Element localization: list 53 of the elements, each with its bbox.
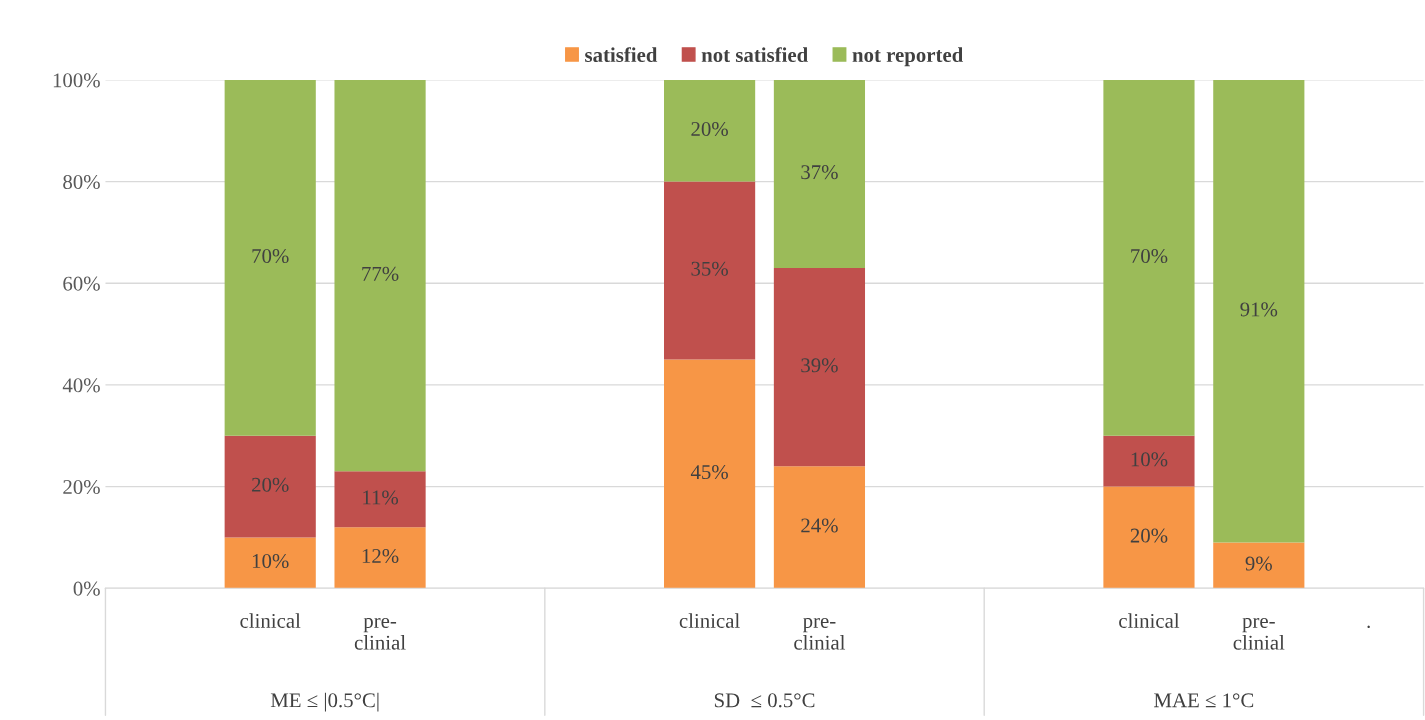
data-label: 10%	[1131, 452, 1168, 467]
data-label: 70%	[252, 248, 289, 264]
text: ME ≤ |0.5°C|	[270, 692, 379, 712]
bar	[334, 79, 426, 472]
data-label: 20%	[1130, 528, 1168, 543]
x-tick-label: clinical	[240, 613, 301, 628]
bar	[664, 181, 756, 360]
bar	[334, 527, 426, 589]
data-label: 35%	[691, 261, 728, 276]
bar	[1103, 486, 1195, 589]
data-label: 39%	[801, 358, 838, 373]
text: SD ≤ 0.5°C	[714, 693, 815, 708]
data-label: 20%	[252, 477, 289, 492]
bar	[1103, 435, 1195, 487]
y-tick-label: 40%	[62, 378, 100, 393]
bar	[664, 79, 756, 182]
data-label: 11%	[363, 490, 399, 505]
data-label: 37%	[801, 165, 838, 180]
bar	[224, 537, 316, 589]
bar	[1103, 79, 1195, 436]
data-label: 20%	[691, 121, 728, 137]
x-tick-label: .	[1367, 625, 1370, 628]
bar	[334, 471, 426, 528]
y-tick-label: 80%	[63, 174, 100, 190]
data-label: 9%	[1245, 556, 1272, 571]
y-tick-label: 0%	[73, 581, 100, 596]
y-tick-label: 60%	[63, 276, 100, 291]
x-tick-label: pre- clinial	[794, 617, 846, 650]
bar	[1213, 79, 1305, 543]
x-tick-label: pre- clinial	[354, 617, 406, 650]
data-label: 10%	[252, 553, 289, 569]
legend-label: not satisfied	[701, 47, 808, 63]
data-label: 77%	[362, 266, 399, 281]
bar	[224, 435, 316, 538]
y-tick-label: 20%	[63, 479, 100, 495]
text: MAE ≤ 1°C	[1154, 693, 1254, 708]
data-label: 12%	[362, 548, 399, 564]
bar	[224, 79, 316, 436]
y-tick-label: 100%	[53, 73, 100, 88]
bar	[1213, 542, 1305, 589]
x-tick-label: clinical	[679, 613, 740, 628]
data-label: 91%	[1240, 302, 1278, 317]
data-label: 24%	[801, 518, 838, 533]
legend-label: satisfied	[585, 47, 658, 63]
legend-label: not reported	[852, 47, 964, 67]
bar	[664, 359, 756, 589]
x-tick-label: pre- clinial	[1233, 617, 1285, 650]
data-label: 45%	[690, 465, 728, 480]
x-tick-label: clinical	[1119, 613, 1180, 628]
bar	[773, 466, 866, 589]
data-label: 70%	[1131, 248, 1168, 264]
bar	[773, 79, 866, 268]
bar	[773, 268, 866, 467]
